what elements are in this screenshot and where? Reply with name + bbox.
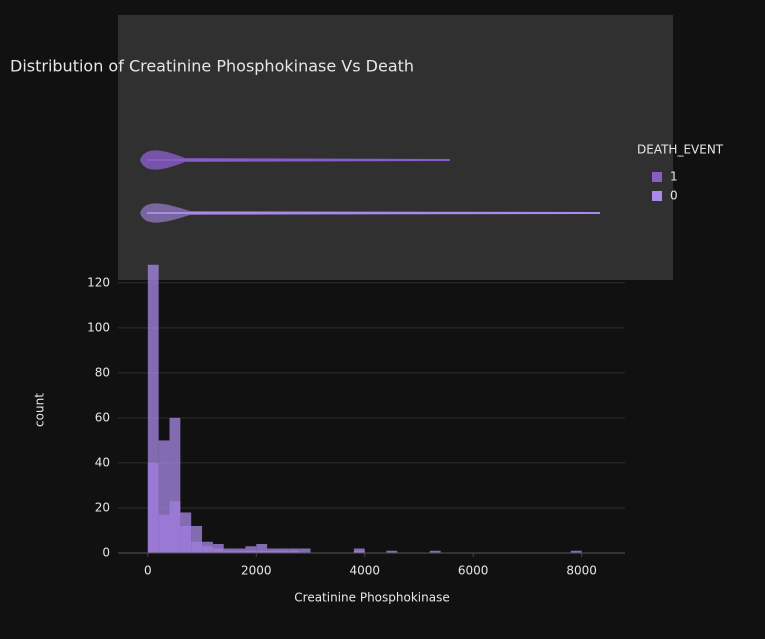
y-axis-label: count [33,393,47,427]
bar [223,548,235,553]
x-tick-label: 6000 [458,564,489,578]
bar [202,541,213,553]
y-tick-label: 60 [95,410,110,424]
violin [140,203,600,223]
legend-label: 1 [670,170,678,184]
bar [147,264,159,553]
bar [277,548,289,553]
y-tick-label: 120 [87,275,110,289]
y-tick-label: 0 [102,546,110,560]
bar [158,440,170,553]
y-tick-label: 40 [95,455,110,469]
bar [256,543,268,553]
bar [288,548,300,553]
bar [429,550,441,553]
x-tick-label: 0 [144,564,152,578]
chart-title: Distribution of Creatinine Phosphokinase… [10,57,414,76]
bar [353,548,365,553]
y-tick-label: 100 [87,320,110,334]
x-tick-label: 4000 [349,564,380,578]
legend-swatch [652,172,662,182]
bar [245,546,257,553]
bar [570,550,582,553]
x-tick-label: 8000 [566,564,597,578]
y-tick-label: 80 [95,365,110,379]
watermark [118,15,673,280]
bar [386,550,398,553]
y-tick-label: 20 [95,500,110,514]
violins [140,150,600,223]
bar [169,417,181,553]
bar [180,512,192,553]
legend-title: DEATH_EVENT [637,143,724,157]
x-tick-label: 2000 [241,564,272,578]
x-axis-label: Creatinine Phosphokinase [294,591,449,605]
bar [299,548,311,553]
bar [267,548,278,553]
legend-swatch [652,191,662,201]
violin [140,150,450,170]
legend-label: 0 [670,189,678,203]
bar [212,543,224,553]
bar [234,548,246,553]
bar [191,525,203,553]
